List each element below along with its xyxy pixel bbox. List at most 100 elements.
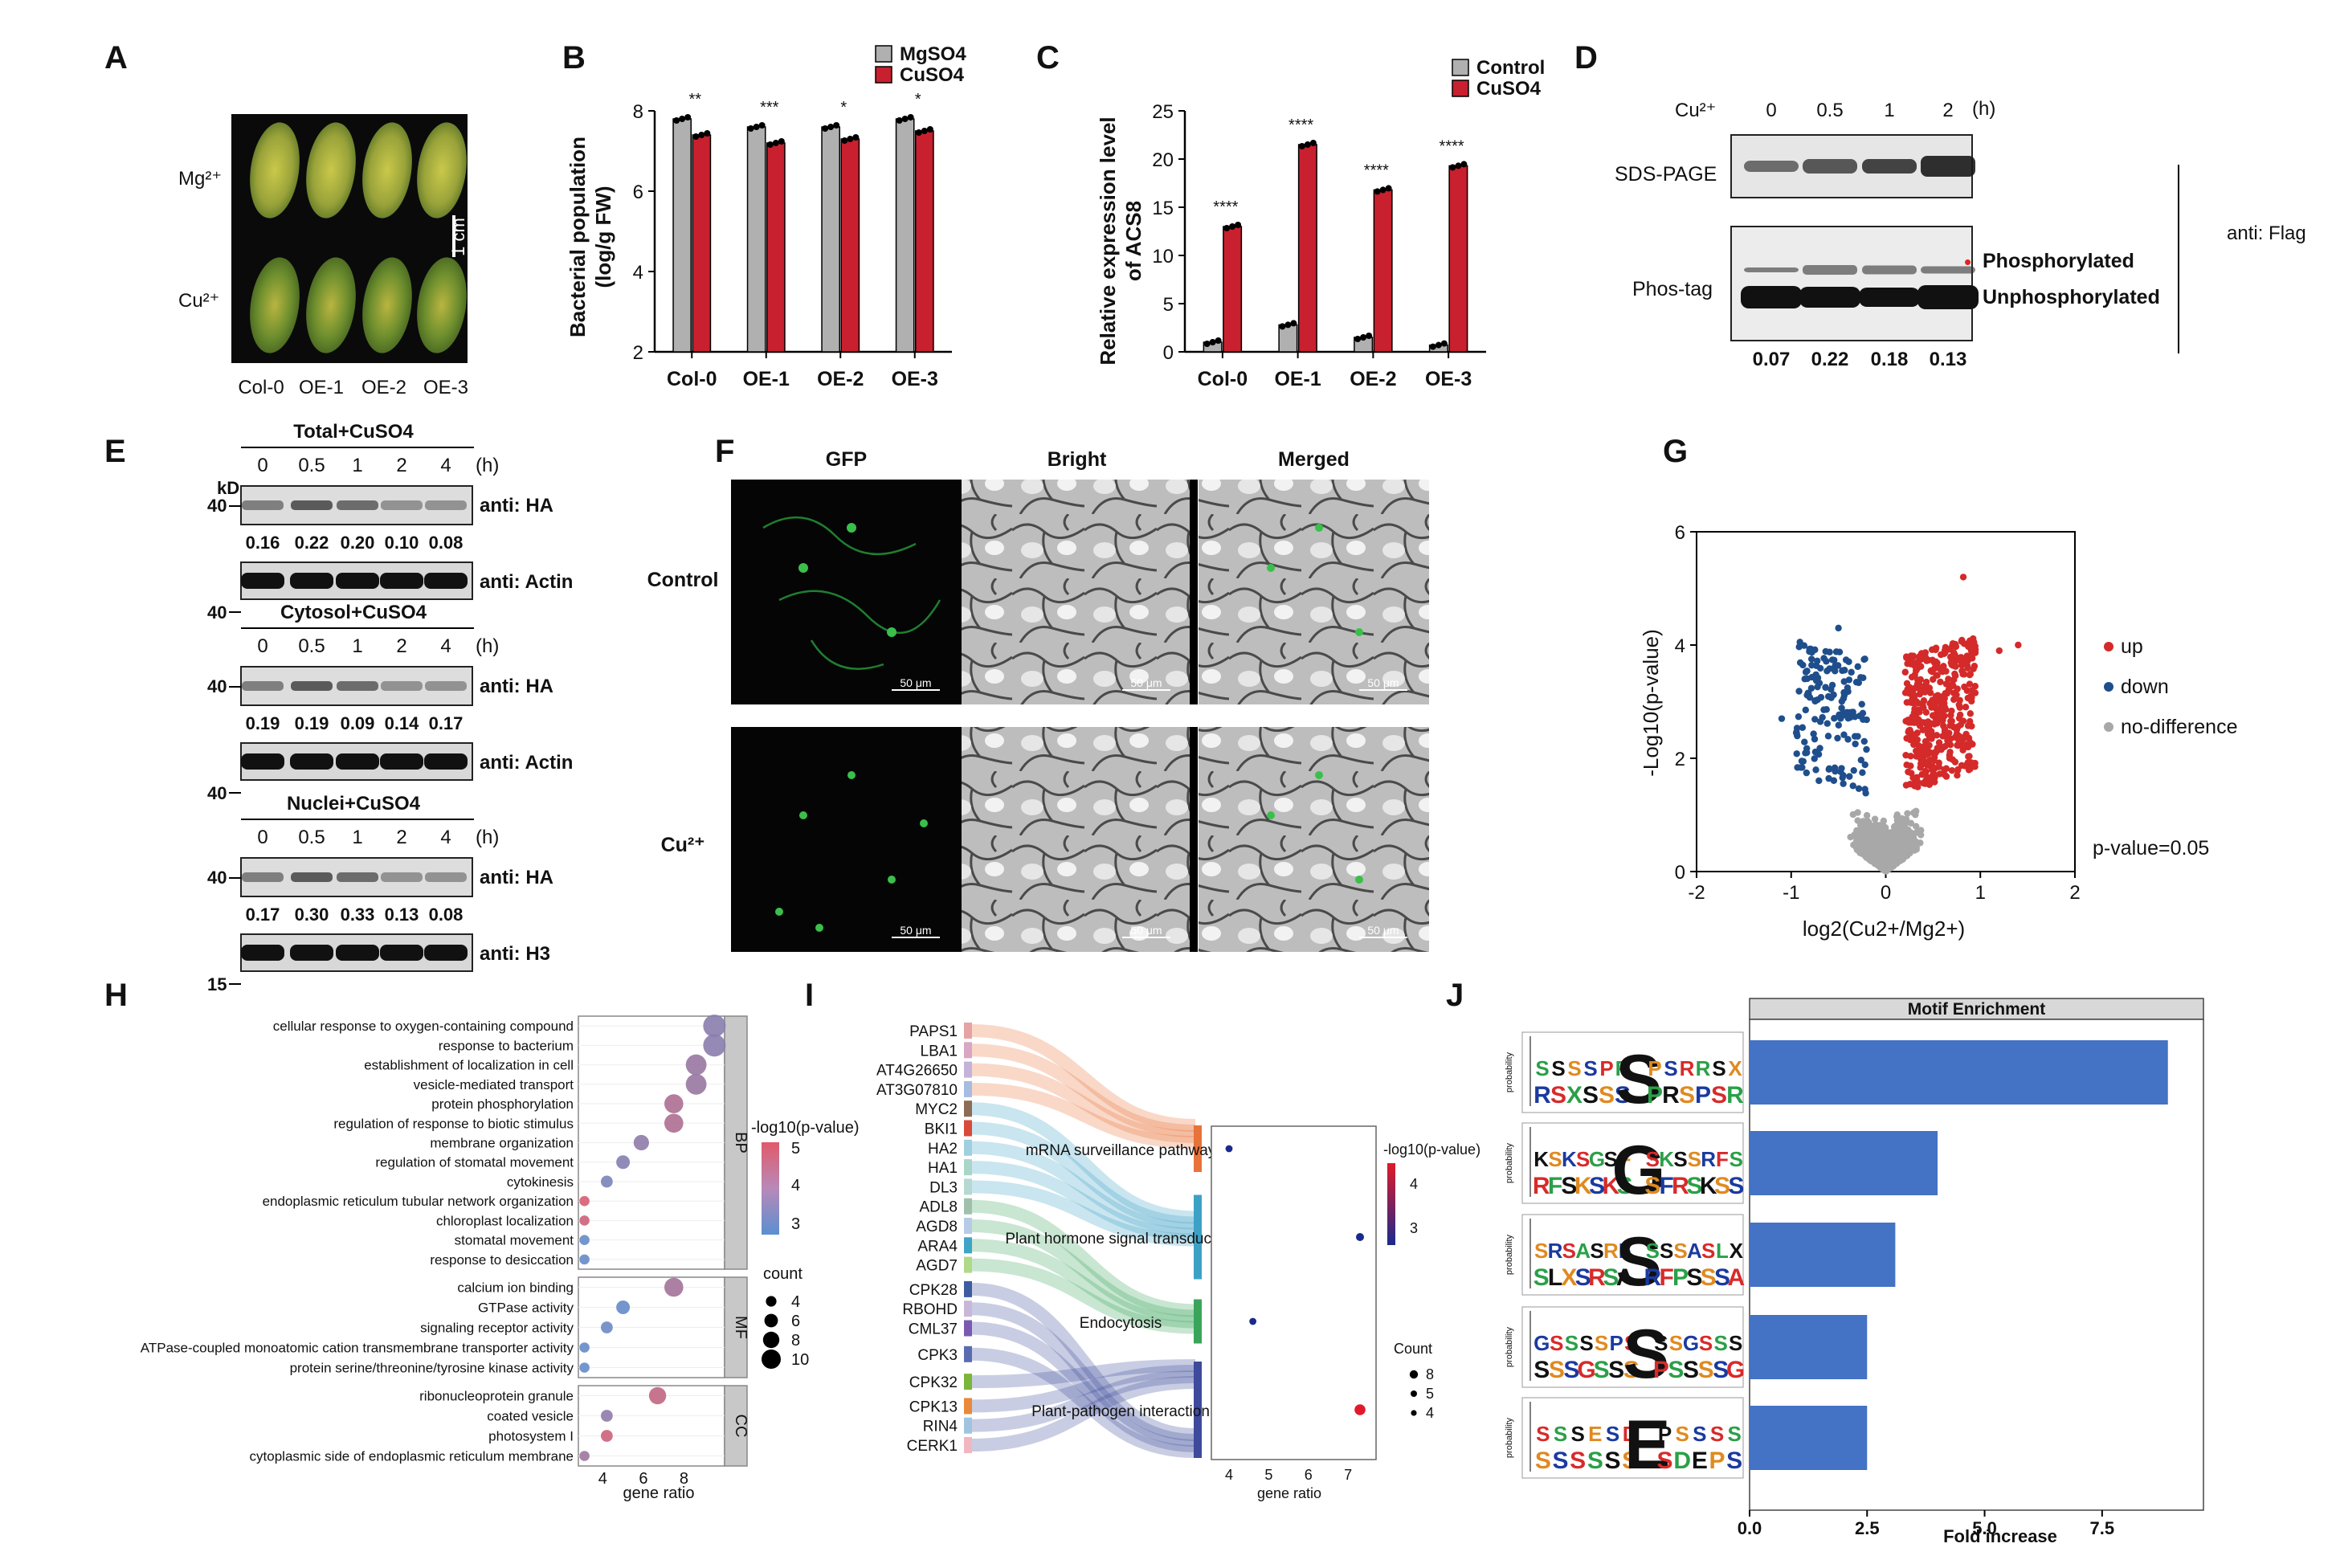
volcano-point bbox=[1899, 851, 1907, 860]
data-point bbox=[747, 125, 754, 132]
gene-node bbox=[964, 1042, 972, 1059]
sankey-flow bbox=[970, 1376, 1196, 1452]
image-divider bbox=[1190, 480, 1198, 704]
volcano-point bbox=[1949, 756, 1957, 763]
antibody-label: anti: Actin bbox=[480, 571, 573, 593]
data-point bbox=[679, 116, 686, 122]
y-axis-title: Bacterial population bbox=[566, 137, 590, 337]
go-term-dot bbox=[616, 1301, 631, 1314]
gene-label: CPK3 bbox=[917, 1347, 958, 1364]
volcano-point bbox=[1795, 713, 1803, 721]
gfp-nucleus bbox=[887, 627, 896, 637]
ha-band bbox=[242, 500, 284, 510]
logo-letter: S bbox=[1548, 1147, 1562, 1171]
motif-logo bbox=[1521, 1031, 1744, 1113]
volcano-point bbox=[1946, 741, 1954, 749]
legend-label-no-difference: no-difference bbox=[2121, 716, 2237, 738]
volcano-point bbox=[1810, 730, 1817, 737]
quant-value: 0.22 bbox=[295, 533, 329, 553]
volcano-point bbox=[1801, 676, 1808, 683]
volcano-point bbox=[1940, 744, 1947, 751]
volcano-point bbox=[1919, 759, 1927, 766]
control-band bbox=[380, 753, 423, 770]
quant-value: 0.30 bbox=[295, 904, 329, 925]
x-axis-title: gene ratio bbox=[1257, 1485, 1321, 1501]
volcano-point bbox=[1802, 749, 1809, 757]
volcano-point bbox=[1826, 665, 1833, 672]
volcano-point bbox=[1924, 730, 1932, 737]
unphospho-band bbox=[1859, 288, 1920, 307]
logo-letter: S bbox=[1675, 1422, 1689, 1446]
logo-letter: S bbox=[1615, 1082, 1631, 1109]
panel-a: 1 cm Mg²⁺ Cu²⁺ Col-0 OE-1 OE-2 OE-3 bbox=[178, 114, 468, 398]
gene-node bbox=[964, 1237, 972, 1254]
logo-letter: K bbox=[1700, 1173, 1717, 1199]
volcano-point bbox=[1963, 687, 1970, 694]
logo-letter: S bbox=[1535, 1448, 1551, 1474]
go-term-label: ATPase-coupled monoatomic cation transme… bbox=[141, 1341, 574, 1356]
data-point bbox=[841, 137, 848, 144]
ha-band bbox=[291, 681, 333, 691]
volcano-point bbox=[1832, 661, 1840, 669]
group-label-BP: BP bbox=[732, 1132, 749, 1154]
panel-label-g: G bbox=[1663, 434, 1688, 469]
volcano-point bbox=[1841, 667, 1848, 674]
significance-mark: **** bbox=[1440, 137, 1464, 155]
panel-h-go-dotplot: BP cellular response to oxygen-containing… bbox=[141, 1015, 860, 1502]
volcano-point bbox=[1890, 846, 1897, 854]
data-point bbox=[827, 124, 835, 130]
x-tick-label: -1 bbox=[1783, 882, 1799, 904]
x-tick-label: 7 bbox=[1344, 1467, 1352, 1483]
volcano-point bbox=[1823, 658, 1830, 665]
volcano-point bbox=[1886, 861, 1893, 869]
legend-label-up: up bbox=[2121, 635, 2143, 658]
logo-letter: F bbox=[1660, 1173, 1674, 1199]
volcano-point bbox=[1933, 732, 1941, 739]
group-label-MF: MF bbox=[732, 1316, 749, 1339]
volcano-point bbox=[1925, 724, 1933, 731]
panel-f-western-blot: Cu²⁺ 0 0.5 1 2 (h) SDS-PAGE Phos-tag • Phos… bbox=[1615, 98, 2306, 370]
volcano-point bbox=[1946, 722, 1954, 729]
go-term-label: cytoplasmic side of endoplasmic reticulu… bbox=[250, 1449, 574, 1464]
x-tick-label: OE-1 bbox=[1274, 368, 1321, 390]
volcano-point bbox=[1966, 739, 1975, 746]
logo-letter: P bbox=[1658, 1422, 1672, 1446]
volcano-point bbox=[1837, 715, 1844, 722]
sankey-flow bbox=[970, 1102, 1196, 1224]
significance-mark: **** bbox=[1213, 198, 1238, 216]
hour-label: 4 bbox=[440, 635, 451, 657]
data-point bbox=[921, 128, 928, 134]
data-point bbox=[753, 124, 760, 130]
volcano-point bbox=[1942, 765, 1950, 772]
hour-unit: (h) bbox=[476, 455, 499, 476]
logo-letter: S bbox=[1654, 1331, 1668, 1355]
quant-value: 0.18 bbox=[1871, 349, 1909, 370]
sds-page-label: SDS-PAGE bbox=[1615, 163, 1717, 186]
data-point bbox=[684, 114, 692, 120]
data-point bbox=[1304, 141, 1311, 148]
antibody-label: anti: Actin bbox=[480, 752, 573, 774]
logo-y-label: probability bbox=[1505, 1417, 1514, 1458]
sankey-flow bbox=[970, 1043, 1196, 1137]
volcano-point bbox=[1825, 774, 1832, 782]
volcano-point bbox=[1778, 715, 1786, 722]
volcano-point bbox=[1862, 790, 1869, 797]
ha-band bbox=[337, 872, 378, 882]
volcano-point bbox=[1860, 821, 1868, 828]
logo-letter: S bbox=[1673, 1147, 1687, 1171]
size-legend-label: 8 bbox=[791, 1332, 800, 1350]
volcano-point bbox=[1950, 696, 1958, 704]
merged-nucleus bbox=[1267, 811, 1275, 819]
logo-letter: S bbox=[1701, 1239, 1715, 1263]
data-point bbox=[852, 134, 860, 141]
sankey-flow bbox=[970, 1365, 1196, 1413]
sankey-flow bbox=[970, 1359, 1196, 1389]
y-axis-title-2: of ACS8 bbox=[1121, 201, 1146, 281]
merged-nucleus bbox=[1315, 524, 1323, 532]
leaf bbox=[250, 257, 300, 353]
sds-band bbox=[1744, 161, 1799, 172]
x-tick-label: OE-3 bbox=[892, 368, 938, 390]
logo-letter: S bbox=[1549, 1357, 1565, 1383]
volcano-point bbox=[1941, 726, 1949, 733]
gene-node bbox=[964, 1320, 972, 1337]
